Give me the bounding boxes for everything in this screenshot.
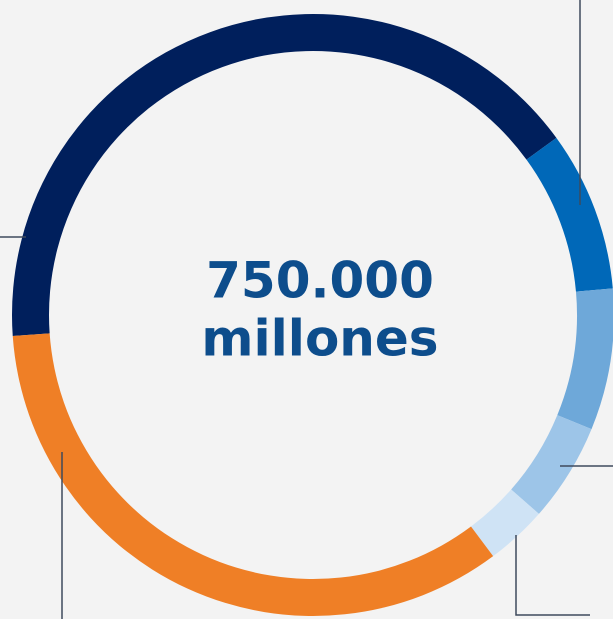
leader-line (515, 535, 590, 616)
donut-segment (511, 415, 592, 514)
donut-segment (557, 288, 613, 430)
donut-ring (12, 14, 613, 616)
donut-segment (470, 489, 539, 557)
donut-segment (526, 137, 613, 292)
center-label: 750.000 (206, 252, 434, 310)
center-label: millones (201, 310, 438, 368)
donut-segment (12, 14, 557, 336)
donut-segment (12, 333, 494, 616)
